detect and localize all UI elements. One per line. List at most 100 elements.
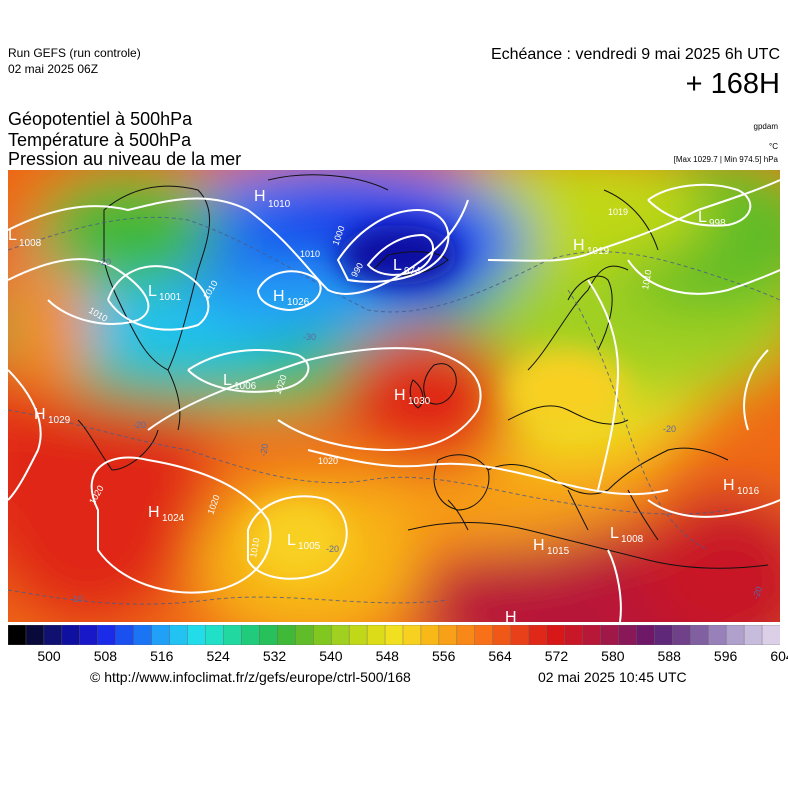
high-value: 1024 — [162, 513, 185, 524]
isotherm-label: -20 — [133, 420, 146, 430]
color-swatch — [600, 625, 620, 645]
color-scale-tick: 580 — [601, 648, 625, 664]
high-value: 1016 — [737, 486, 760, 497]
color-swatch — [654, 625, 673, 645]
parameter-temperature: Température à 500hPa — [8, 130, 192, 150]
color-swatch — [61, 625, 81, 645]
color-swatch — [97, 625, 117, 645]
color-scale-tick: 588 — [657, 648, 681, 664]
color-swatch — [456, 625, 476, 645]
color-swatch — [169, 625, 189, 645]
color-scale-tick: 500 — [37, 648, 61, 664]
high-label: H — [505, 609, 517, 622]
color-swatch — [133, 625, 153, 645]
color-swatch — [725, 625, 745, 645]
high-value: 1030 — [408, 396, 431, 407]
color-scale-tick: 548 — [375, 648, 399, 664]
color-swatch — [313, 625, 332, 645]
color-swatch — [690, 625, 709, 645]
isotherms — [8, 216, 780, 605]
high-label: H — [394, 387, 406, 404]
weather-map: H 1010 H 1019 H 1026 H 1029 H 1030 H 102… — [8, 170, 780, 622]
low-label: L — [287, 532, 296, 549]
color-swatch — [438, 625, 458, 645]
low-value: 1001 — [159, 292, 182, 303]
color-swatch — [259, 625, 279, 645]
isotherm-label: -20 — [663, 424, 676, 434]
color-swatch — [115, 625, 135, 645]
isotherm-labels: -20 -20 -20 -30 -20 -20 -10 -20 — [70, 257, 764, 604]
high-label: H — [533, 537, 545, 554]
color-scale-tick: 572 — [544, 648, 569, 664]
color-scale-ticks: 500 508 516 524 532 540 548 556 564 572 580 588 596 6… — [8, 648, 788, 666]
isotherm-label: -20 — [258, 443, 270, 458]
color-swatch — [241, 625, 261, 645]
high-value: 1015 — [547, 546, 570, 557]
color-swatch — [348, 625, 368, 645]
lead-time: + 168H — [685, 68, 780, 100]
low-value: 1008 — [621, 534, 644, 545]
color-scale-tick: 508 — [93, 648, 118, 664]
color-swatch — [618, 625, 638, 645]
high-label: H — [148, 504, 160, 521]
color-swatch — [528, 625, 548, 645]
color-scale-tick: 564 — [488, 648, 512, 664]
color-swatch — [761, 625, 780, 645]
color-swatch — [510, 625, 530, 645]
color-swatch — [366, 625, 386, 645]
color-swatch — [295, 625, 314, 645]
low-value: 998 — [709, 218, 726, 229]
color-scale-tick: 604 — [770, 648, 788, 664]
parameter-pressure: Pression au niveau de la mer — [8, 149, 242, 169]
color-swatch — [187, 625, 207, 645]
color-swatch — [205, 625, 225, 645]
high-label: H — [573, 237, 585, 254]
color-swatch — [582, 625, 602, 645]
low-label: L — [8, 227, 17, 244]
color-swatch — [151, 625, 171, 645]
color-swatch — [384, 625, 404, 645]
color-swatch — [25, 625, 45, 645]
low-label: L — [223, 372, 232, 389]
isotherm-label: -20 — [98, 257, 111, 267]
color-swatch — [8, 625, 27, 645]
isotherm-label: -20 — [750, 585, 764, 601]
run-title: Run GEFS (run controle) — [8, 46, 141, 60]
low-value: 974 — [404, 266, 421, 277]
color-scale-tick: 540 — [319, 648, 343, 664]
high-label: H — [723, 477, 735, 494]
low-label: L — [610, 525, 619, 542]
color-scale-tick: 516 — [150, 648, 174, 664]
color-swatch — [223, 625, 243, 645]
high-label: H — [254, 188, 266, 205]
isobar-label: 1010 — [300, 249, 320, 259]
source-url: © http://www.infoclimat.fr/z/gefs/europe… — [90, 669, 411, 685]
color-scale — [8, 625, 780, 645]
color-swatch — [330, 625, 350, 645]
high-value: 1026 — [287, 297, 310, 308]
isobar-label: 1020 — [318, 456, 338, 466]
unit-pressure: [Max 1029.7 | Min 974.5] hPa — [673, 155, 778, 164]
color-swatch — [672, 625, 691, 645]
color-swatch — [277, 625, 296, 645]
pressure-centers: H 1010 H 1019 H 1026 H 1029 H 1030 H 102… — [8, 188, 760, 622]
color-swatch — [402, 625, 422, 645]
low-label: L — [698, 209, 707, 226]
color-swatch — [420, 625, 440, 645]
unit-temperature: °C — [769, 142, 778, 151]
isotherm-label: -30 — [303, 332, 316, 342]
low-label: L — [148, 283, 157, 300]
color-scale-tick: 532 — [262, 648, 287, 664]
color-swatch — [43, 625, 63, 645]
color-scale-tick: 524 — [206, 648, 230, 664]
color-swatch — [474, 625, 494, 645]
coastlines — [77, 174, 769, 569]
low-value: 1008 — [19, 238, 42, 249]
high-label: H — [34, 406, 46, 423]
low-value: 1006 — [234, 381, 257, 392]
issued-time: 02 mai 2025 10:45 UTC — [538, 669, 687, 685]
isobar-label: 1010 — [640, 269, 653, 290]
run-date: 02 mai 2025 06Z — [8, 62, 99, 76]
isobar-label: 1019 — [608, 207, 628, 217]
color-swatch — [743, 625, 763, 645]
